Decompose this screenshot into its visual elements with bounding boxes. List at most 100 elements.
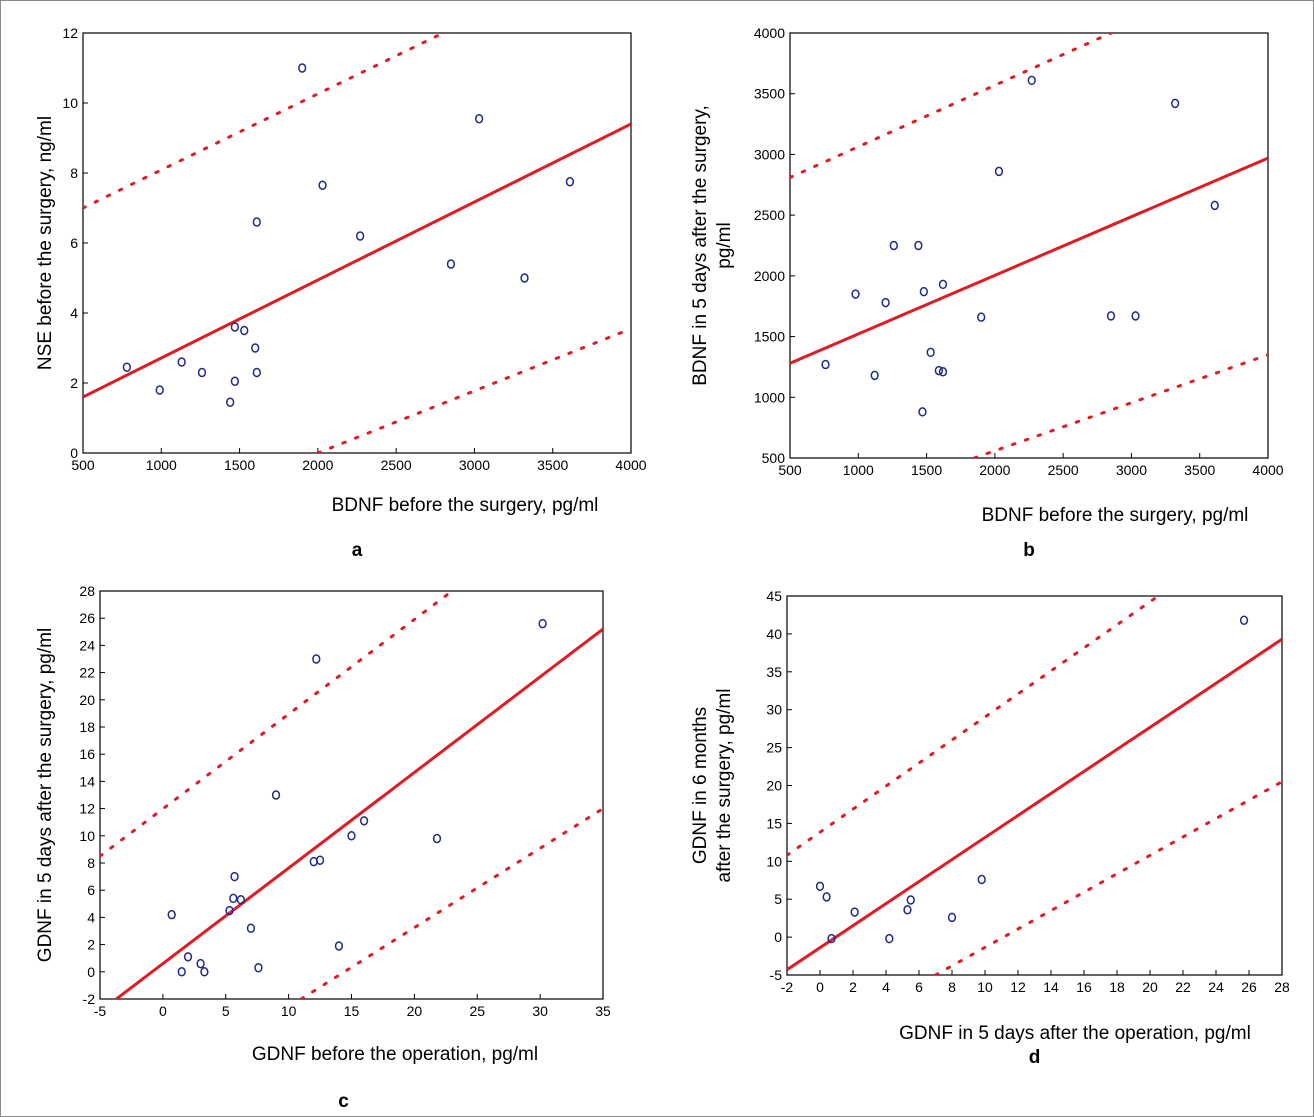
panel-a: 500 1000 1500 2000 2500 3000 3500 4000 0 2 4 6 8 10 12… xyxy=(35,25,647,561)
y-axis-label-line: after the surgery, pg/ml xyxy=(714,689,735,883)
x-tick-label: 15 xyxy=(344,1003,360,1019)
data-point xyxy=(977,312,986,322)
x-tick-label: 0 xyxy=(816,979,824,995)
data-point xyxy=(196,958,205,969)
data-point xyxy=(1210,200,1219,211)
y-tick-label: 1000 xyxy=(754,389,785,405)
data-point xyxy=(815,881,825,892)
panel-d: -2 0 2 4 6 8 10 12 14 16 18 20 22 24 26 28-505101520253… xyxy=(690,588,1290,1068)
panel-label: d xyxy=(1029,1047,1041,1068)
y-axis-label-line: pg/ml xyxy=(714,222,735,268)
data-point xyxy=(230,376,240,386)
y-tick-label: 15 xyxy=(766,815,782,831)
data-point xyxy=(251,343,260,353)
x-tick-label: 4000 xyxy=(1252,462,1283,478)
x-tick-label: -2 xyxy=(781,979,794,995)
data-point xyxy=(298,63,307,73)
y-tick-label: 25 xyxy=(766,740,782,756)
data-point xyxy=(230,871,239,882)
regression-line xyxy=(83,122,631,399)
y-axis-label-line: GDNF in 6 months xyxy=(690,707,711,864)
y-tick-label: 2 xyxy=(87,937,95,953)
panel-b: 500 1000 1500 2000 2500 3000 3500 4000 500 1000 15… xyxy=(690,25,1284,561)
x-tick-label: 3500 xyxy=(537,457,568,473)
y-tick-label: 18 xyxy=(79,719,95,735)
data-point xyxy=(881,297,890,308)
y-tick-label: 4000 xyxy=(754,25,785,41)
data-point xyxy=(934,365,944,376)
x-tick-label: 20 xyxy=(407,1003,423,1019)
data-point xyxy=(312,654,321,664)
data-point xyxy=(851,289,860,299)
x-tick-label: 20 xyxy=(1142,979,1158,995)
data-point xyxy=(197,367,207,378)
y-axis-label: GDNF in 6 months after the surgery, pg/ml xyxy=(690,689,735,883)
x-tick-label: 500 xyxy=(778,462,802,478)
y-tick-label: 8 xyxy=(87,855,95,871)
x-tick-label: 25 xyxy=(469,1003,485,1019)
y-tick-label: 4 xyxy=(87,909,95,925)
x-tick-label: 3000 xyxy=(1116,462,1147,478)
y-tick-label: 3000 xyxy=(754,146,785,162)
y-tick-label: 2500 xyxy=(754,207,785,223)
x-tick-label: 26 xyxy=(1241,979,1257,995)
y-tick-label: 22 xyxy=(79,665,95,681)
data-point xyxy=(903,905,912,915)
y-tick-label: 30 xyxy=(766,702,782,718)
y-tick-label: 10 xyxy=(79,828,95,844)
x-tick-label: 6 xyxy=(915,979,923,995)
lower-prediction-band xyxy=(299,807,603,999)
data-point xyxy=(994,166,1004,177)
data-point xyxy=(200,967,209,977)
y-axis-label-line: GDNF in 5 days after the surgery, pg/ml xyxy=(35,628,56,962)
lower-prediction-band xyxy=(972,353,1268,458)
y-tick-label: 28 xyxy=(79,583,95,599)
x-tick-label: 5 xyxy=(222,1003,230,1019)
data-point xyxy=(889,240,898,251)
data-point xyxy=(947,912,957,923)
data-point xyxy=(254,962,263,973)
x-tick-label: 1500 xyxy=(911,462,942,478)
y-tick-label: 10 xyxy=(766,853,782,869)
y-tick-label: 8 xyxy=(70,165,78,181)
x-tick-label: 14 xyxy=(1043,979,1059,995)
data-point xyxy=(252,217,261,227)
data-point xyxy=(240,325,249,336)
data-point xyxy=(850,907,859,917)
x-tick-label: 0 xyxy=(159,1003,167,1019)
x-tick-label: 3000 xyxy=(459,457,490,473)
data-point xyxy=(1170,98,1180,109)
data-point xyxy=(1027,75,1036,86)
data-point xyxy=(347,831,356,841)
y-axis-label-line: BDNF in 5 days after the surgery, xyxy=(690,105,711,386)
y-tick-label: 20 xyxy=(79,692,95,708)
x-tick-label: -5 xyxy=(94,1003,107,1019)
y-tick-label: 4 xyxy=(70,305,78,321)
data-point xyxy=(230,322,240,332)
data-point xyxy=(1131,311,1140,321)
data-point xyxy=(474,114,484,124)
regression-line xyxy=(787,637,1282,971)
x-tick-label: 2000 xyxy=(302,457,333,473)
y-tick-label: 14 xyxy=(79,773,95,789)
y-tick-label: 6 xyxy=(70,235,78,251)
y-tick-label: 1500 xyxy=(754,329,785,345)
y-tick-label: 0 xyxy=(87,964,95,980)
data-point xyxy=(122,362,131,372)
x-tick-label: 2500 xyxy=(1048,462,1079,478)
data-point xyxy=(977,874,986,885)
data-point xyxy=(938,279,948,290)
x-tick-label: 1000 xyxy=(843,462,874,478)
upper-prediction-band xyxy=(100,591,454,858)
data-point xyxy=(318,180,327,190)
plot-frame xyxy=(82,32,632,454)
data-point xyxy=(355,231,365,241)
x-axis-label: GDNF before the operation, pg/ml xyxy=(252,1044,538,1065)
x-tick-label: 30 xyxy=(532,1003,548,1019)
plot-marks xyxy=(83,33,631,453)
x-tick-label: 10 xyxy=(977,979,993,995)
y-tick-label: 5 xyxy=(774,891,782,907)
x-tick-label: 18 xyxy=(1109,979,1125,995)
x-axis-label: BDNF before the surgery, pg/ml xyxy=(982,505,1249,526)
x-tick-label: 1500 xyxy=(224,457,255,473)
